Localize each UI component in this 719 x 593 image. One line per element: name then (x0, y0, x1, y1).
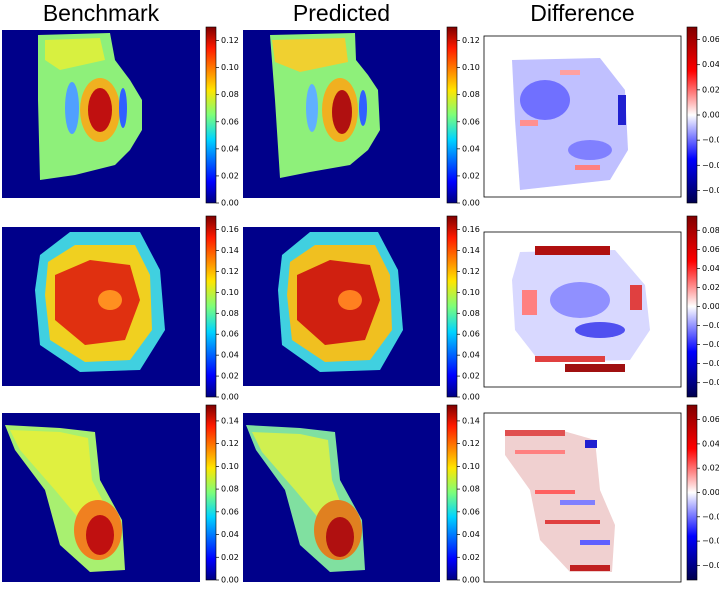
colorbar-tick-label: 0.10 (462, 288, 480, 297)
colorbar-tick-label: 0.04 (702, 439, 719, 448)
colorbar-tick-label: 0.00 (462, 576, 480, 585)
colorbar-tick-label: 0.04 (702, 264, 719, 273)
colorbar-tick-label: 0.04 (221, 530, 239, 539)
heatmap-image (2, 30, 200, 198)
colorbar (205, 404, 217, 581)
colorbar-tick-label: −0.02 (702, 512, 719, 521)
colorbar-tick-label: 0.06 (462, 117, 480, 126)
colorbar-tick-label: 0.10 (221, 462, 239, 471)
colorbar (205, 215, 217, 398)
colorbar-tick-label: 0.00 (221, 393, 239, 402)
colorbar-tick-label: 0.08 (221, 309, 239, 318)
colorbar-tick-label: 0.08 (462, 309, 480, 318)
colorbar-tick-label: −0.02 (702, 321, 719, 330)
colorbar-tick-label: 0.12 (462, 267, 480, 276)
heatmap-image (483, 231, 682, 388)
colorbar-tick-label: 0.04 (462, 144, 480, 153)
column-title: Predicted (293, 0, 390, 26)
heatmap-image (2, 413, 200, 582)
colorbar-tick-label: 0.04 (462, 351, 480, 360)
colorbar-tick-label: 0.04 (221, 144, 239, 153)
colorbar-tick-label: 0.00 (702, 111, 719, 120)
colorbar-tick-label: 0.02 (462, 553, 480, 562)
colorbar-tick-label: 0.08 (221, 485, 239, 494)
colorbar-tick-label: 0.14 (221, 416, 239, 425)
colorbar-tick-label: 0.10 (221, 288, 239, 297)
column-title: Benchmark (43, 0, 160, 26)
colorbar-tick-label: 0.08 (221, 90, 239, 99)
colorbar-tick-label: 0.02 (221, 372, 239, 381)
colorbar-tick-label: 0.02 (702, 85, 719, 94)
column-title: Difference (530, 0, 634, 26)
colorbar-tick-label: 0.00 (221, 199, 239, 208)
colorbar-tick-label: 0.02 (702, 464, 719, 473)
colorbar-tick-label: 0.04 (221, 351, 239, 360)
colorbar-tick-label: 0.12 (462, 439, 480, 448)
colorbar-tick-label: 0.00 (462, 393, 480, 402)
heatmap-image (483, 412, 682, 583)
colorbar (686, 26, 698, 204)
colorbar-tick-label: 0.00 (702, 488, 719, 497)
colorbar-tick-label: −0.04 (702, 161, 719, 170)
heatmap-image (243, 413, 440, 582)
colorbar-tick-label: 0.08 (462, 90, 480, 99)
heatmap-image (2, 227, 200, 386)
colorbar-tick-label: 0.14 (462, 416, 480, 425)
colorbar-tick-label: 0.16 (462, 225, 480, 234)
colorbar-tick-label: −0.06 (702, 359, 719, 368)
colorbar-tick-label: 0.12 (221, 267, 239, 276)
heatmap-image (243, 30, 440, 198)
colorbar-tick-label: 0.14 (221, 246, 239, 255)
colorbar-tick-label: 0.06 (221, 117, 239, 126)
colorbar-tick-label: −0.04 (702, 537, 719, 546)
colorbar-tick-label: 0.12 (221, 36, 239, 45)
colorbar-tick-label: 0.12 (221, 439, 239, 448)
colorbar-tick-label: 0.04 (702, 60, 719, 69)
colorbar-tick-label: 0.06 (462, 507, 480, 516)
colorbar (446, 26, 458, 204)
colorbar (686, 404, 698, 581)
colorbar (446, 404, 458, 581)
colorbar-tick-label: 0.02 (702, 283, 719, 292)
colorbar-tick-label: 0.10 (221, 63, 239, 72)
colorbar-tick-label: 0.16 (221, 225, 239, 234)
colorbar (686, 215, 698, 398)
colorbar (205, 26, 217, 204)
colorbar-tick-label: 0.14 (462, 246, 480, 255)
colorbar-tick-label: −0.02 (702, 136, 719, 145)
colorbar-tick-label: 0.10 (462, 63, 480, 72)
colorbar-tick-label: 0.00 (462, 199, 480, 208)
colorbar-tick-label: 0.04 (462, 530, 480, 539)
colorbar-tick-label: 0.08 (462, 485, 480, 494)
colorbar-tick-label: −0.06 (702, 561, 719, 570)
colorbar-tick-label: 0.00 (221, 576, 239, 585)
heatmap-image (243, 227, 440, 386)
colorbar-tick-label: 0.06 (702, 245, 719, 254)
colorbar (446, 215, 458, 398)
colorbar-tick-label: 0.10 (462, 462, 480, 471)
colorbar-tick-label: 0.06 (221, 330, 239, 339)
colorbar-tick-label: 0.06 (702, 415, 719, 424)
colorbar-tick-label: 0.02 (462, 372, 480, 381)
colorbar-tick-label: 0.02 (462, 171, 480, 180)
colorbar-tick-label: 0.12 (462, 36, 480, 45)
colorbar-tick-label: 0.06 (462, 330, 480, 339)
colorbar-tick-label: 0.02 (221, 553, 239, 562)
colorbar-tick-label: −0.08 (702, 378, 719, 387)
colorbar-tick-label: 0.08 (702, 226, 719, 235)
colorbar-tick-label: 0.06 (221, 507, 239, 516)
colorbar-tick-label: 0.02 (221, 171, 239, 180)
colorbar-tick-label: −0.04 (702, 340, 719, 349)
colorbar-tick-label: 0.06 (702, 35, 719, 44)
heatmap-image (483, 35, 682, 198)
colorbar-tick-label: 0.00 (702, 302, 719, 311)
colorbar-tick-label: −0.06 (702, 186, 719, 195)
